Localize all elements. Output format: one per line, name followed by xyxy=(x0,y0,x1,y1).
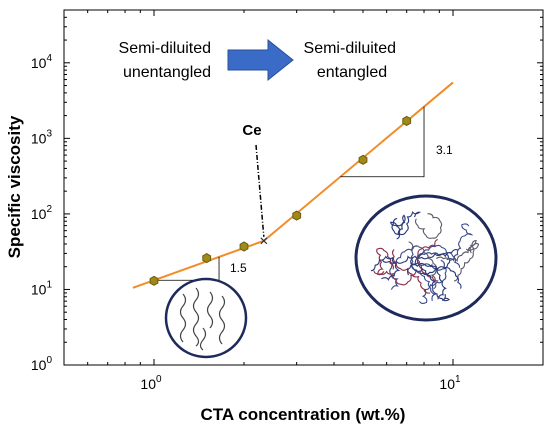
y-axis-title: Specific viscosity xyxy=(5,115,24,258)
data-markers xyxy=(149,115,412,286)
data-point xyxy=(149,275,159,286)
ce-point-marker xyxy=(260,237,268,245)
network-chain xyxy=(409,262,462,289)
unentangled-circle xyxy=(164,277,248,359)
region-left-line2: unentangled xyxy=(123,64,211,81)
network-chain xyxy=(389,214,406,240)
transition-arrow-icon xyxy=(227,38,294,82)
data-point xyxy=(292,210,302,221)
network-chain xyxy=(392,249,431,294)
network-chain xyxy=(416,238,439,282)
entangled-circle xyxy=(354,194,498,322)
slope-triangle-high xyxy=(340,106,425,178)
network-chain xyxy=(435,243,480,263)
y-tick-label: 102 xyxy=(31,204,53,222)
region-right-line2: entangled xyxy=(317,64,387,81)
network-chain xyxy=(373,268,424,286)
network-chain xyxy=(370,255,401,281)
region-right-label: Semi-diluited entangled xyxy=(304,40,401,81)
network-chains xyxy=(370,210,480,304)
data-point xyxy=(402,115,412,126)
data-point xyxy=(202,253,212,264)
plot-frame xyxy=(63,9,544,366)
slope-label-high: 3.1 xyxy=(436,143,453,157)
network-chain xyxy=(376,247,394,276)
y-tick-label: 101 xyxy=(31,279,53,297)
data-point xyxy=(358,154,368,165)
network-chain xyxy=(414,213,443,239)
network-chain xyxy=(446,223,474,263)
chain-5 xyxy=(199,327,207,351)
ce-label: Ce xyxy=(242,122,261,139)
network-chain xyxy=(410,252,451,276)
network-chain xyxy=(420,265,451,302)
network-chain xyxy=(391,210,422,236)
chain-1 xyxy=(179,293,187,343)
y-tick-label: 100 xyxy=(31,355,53,373)
data-point xyxy=(239,241,249,252)
ce-dashed-line xyxy=(255,144,265,237)
x-tick-label: 101 xyxy=(439,374,461,392)
y-tick-label: 104 xyxy=(31,53,53,71)
region-left-label: Semi-diluited unentangled xyxy=(119,40,216,81)
region-right-line1: Semi-diluited xyxy=(304,40,396,57)
y-axis: 100 101 102 103 104 xyxy=(31,9,543,373)
region-left-line1: Semi-diluited xyxy=(119,40,211,57)
network-chain xyxy=(408,241,438,290)
x-axis-title: CTA concentration (wt.%) xyxy=(201,405,406,424)
x-tick-label: 100 xyxy=(140,374,162,392)
network-chain xyxy=(419,259,447,304)
x-axis: 100 101 xyxy=(63,10,544,392)
unentangled-chains-illustration xyxy=(164,277,248,359)
chain-2 xyxy=(192,287,200,347)
entangled-network-illustration xyxy=(354,194,498,322)
y-tick-label: 103 xyxy=(31,128,53,146)
network-chain xyxy=(454,240,477,282)
slope-label-low: 1.5 xyxy=(230,261,247,275)
chain-3 xyxy=(206,291,214,329)
network-chain xyxy=(389,245,418,290)
chain-4 xyxy=(218,295,226,345)
network-chain xyxy=(410,247,437,302)
